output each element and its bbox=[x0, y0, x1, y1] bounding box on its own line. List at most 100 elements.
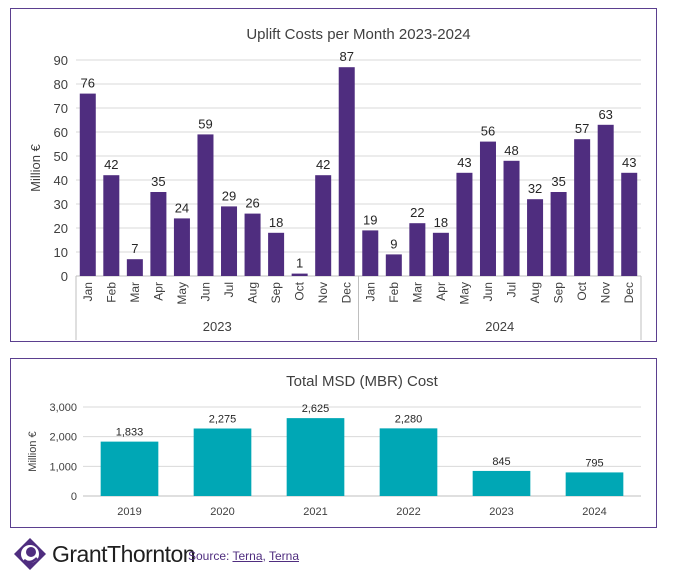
x-tick-label: May bbox=[175, 282, 189, 305]
chart-title: Total MSD (MBR) Cost bbox=[286, 373, 439, 390]
bar bbox=[409, 223, 426, 276]
brand-name: GrantThornton bbox=[52, 541, 196, 567]
x-tick-label: Feb bbox=[387, 282, 401, 303]
y-tick-label: 0 bbox=[61, 269, 68, 284]
x-tick-label: Jul bbox=[222, 282, 236, 297]
data-label: 1 bbox=[296, 256, 303, 271]
bar bbox=[315, 175, 332, 276]
total-msd-cost-chart-panel: Total MSD (MBR) Cost 0 1,000 2,000 3,000 Mill… bbox=[10, 358, 657, 528]
data-label: 26 bbox=[245, 196, 259, 211]
x-tick-label: Apr bbox=[151, 282, 165, 301]
uplift-costs-chart-panel: Uplift Costs per Month 2023-2024 0 10 20 30 4… bbox=[10, 8, 657, 342]
bar bbox=[79, 93, 96, 276]
bar bbox=[244, 213, 261, 276]
x-tick-label: Jan bbox=[363, 282, 377, 301]
bar bbox=[385, 254, 402, 276]
grant-thornton-logo-icon bbox=[14, 538, 46, 570]
x-tick-label: Aug bbox=[246, 282, 260, 303]
x-tick-label: Jul bbox=[505, 282, 519, 297]
data-label: 35 bbox=[151, 174, 165, 189]
data-label: 18 bbox=[269, 215, 283, 230]
x-tick-label: Mar bbox=[128, 282, 142, 303]
data-label: 795 bbox=[585, 457, 603, 469]
data-label: 87 bbox=[339, 49, 353, 64]
x-tick-label: Sep bbox=[552, 282, 566, 304]
data-label: 2,625 bbox=[302, 403, 330, 415]
bar bbox=[338, 67, 355, 276]
data-label: 42 bbox=[316, 157, 330, 172]
bar bbox=[597, 124, 614, 276]
bar bbox=[503, 160, 520, 276]
x-tick-label: Oct bbox=[293, 281, 307, 300]
data-label: 9 bbox=[390, 236, 397, 251]
bar bbox=[173, 218, 190, 276]
data-label: 2,280 bbox=[395, 413, 423, 425]
source-link-1[interactable]: Terna bbox=[232, 549, 263, 563]
x-tick-label: 2020 bbox=[210, 506, 234, 518]
x-tick-label: Mar bbox=[410, 282, 424, 303]
data-label: 63 bbox=[598, 107, 612, 122]
y-tick-label: 70 bbox=[54, 101, 68, 116]
x-tick-label: Oct bbox=[575, 281, 589, 300]
bar bbox=[221, 206, 238, 276]
bar bbox=[479, 141, 496, 276]
y-tick-label: 1,000 bbox=[49, 461, 77, 473]
bar bbox=[574, 139, 591, 276]
data-label: 2,275 bbox=[209, 414, 237, 426]
data-label: 42 bbox=[104, 157, 118, 172]
bar bbox=[472, 470, 531, 496]
x-tick-label: Feb bbox=[104, 282, 118, 303]
bar bbox=[362, 230, 379, 276]
data-label: 22 bbox=[410, 205, 424, 220]
bar bbox=[286, 418, 345, 496]
bar bbox=[432, 232, 449, 276]
x-tick-label: 2024 bbox=[582, 506, 606, 518]
y-tick-label: 20 bbox=[54, 221, 68, 236]
bar bbox=[621, 172, 638, 276]
data-label: 29 bbox=[222, 188, 236, 203]
x-tick-label: Nov bbox=[316, 282, 330, 303]
data-label: 35 bbox=[551, 174, 565, 189]
y-tick-label: 90 bbox=[54, 53, 68, 68]
data-label: 59 bbox=[198, 116, 212, 131]
group-label: 2023 bbox=[203, 319, 232, 334]
source-note: Source: Terna, Terna bbox=[188, 549, 299, 563]
y-tick-label: 3,000 bbox=[49, 402, 77, 414]
bar bbox=[550, 192, 567, 276]
x-tick-label: Aug bbox=[528, 282, 542, 303]
source-link-2[interactable]: Terna bbox=[268, 549, 299, 563]
x-tick-label: May bbox=[457, 282, 471, 305]
bar bbox=[291, 273, 308, 276]
data-label: 32 bbox=[528, 181, 542, 196]
data-label: 1,833 bbox=[116, 427, 144, 439]
data-label: 18 bbox=[434, 215, 448, 230]
data-label: 43 bbox=[457, 155, 471, 170]
x-tick-label: Jun bbox=[481, 282, 495, 301]
bar bbox=[150, 192, 167, 276]
y-axis-label: Million € bbox=[28, 143, 43, 191]
source-separator: , bbox=[262, 549, 269, 563]
bar bbox=[193, 428, 252, 496]
footer: GrantThornton Source: Terna, Terna bbox=[12, 537, 652, 571]
x-tick-label: 2023 bbox=[489, 506, 513, 518]
x-tick-label: 2022 bbox=[396, 506, 420, 518]
bar bbox=[456, 172, 473, 276]
y-tick-label: 50 bbox=[54, 149, 68, 164]
bar bbox=[565, 472, 624, 496]
y-tick-label: 30 bbox=[54, 197, 68, 212]
total-msd-cost-chart: Total MSD (MBR) Cost 0 1,000 2,000 3,000 Mill… bbox=[27, 373, 641, 518]
y-axis-label: Million € bbox=[27, 431, 39, 471]
bar bbox=[527, 199, 544, 276]
bar bbox=[126, 259, 143, 276]
bar bbox=[103, 175, 120, 276]
x-tick-label: Dec bbox=[340, 282, 354, 303]
data-label: 43 bbox=[622, 155, 636, 170]
data-label: 56 bbox=[481, 124, 495, 139]
bar bbox=[100, 441, 159, 496]
x-tick-label: Dec bbox=[622, 282, 636, 303]
y-tick-label: 2,000 bbox=[49, 432, 77, 444]
data-label: 24 bbox=[175, 200, 189, 215]
x-tick-label: Jan bbox=[81, 282, 95, 301]
x-tick-label: 2021 bbox=[303, 506, 327, 518]
bar bbox=[197, 134, 214, 276]
